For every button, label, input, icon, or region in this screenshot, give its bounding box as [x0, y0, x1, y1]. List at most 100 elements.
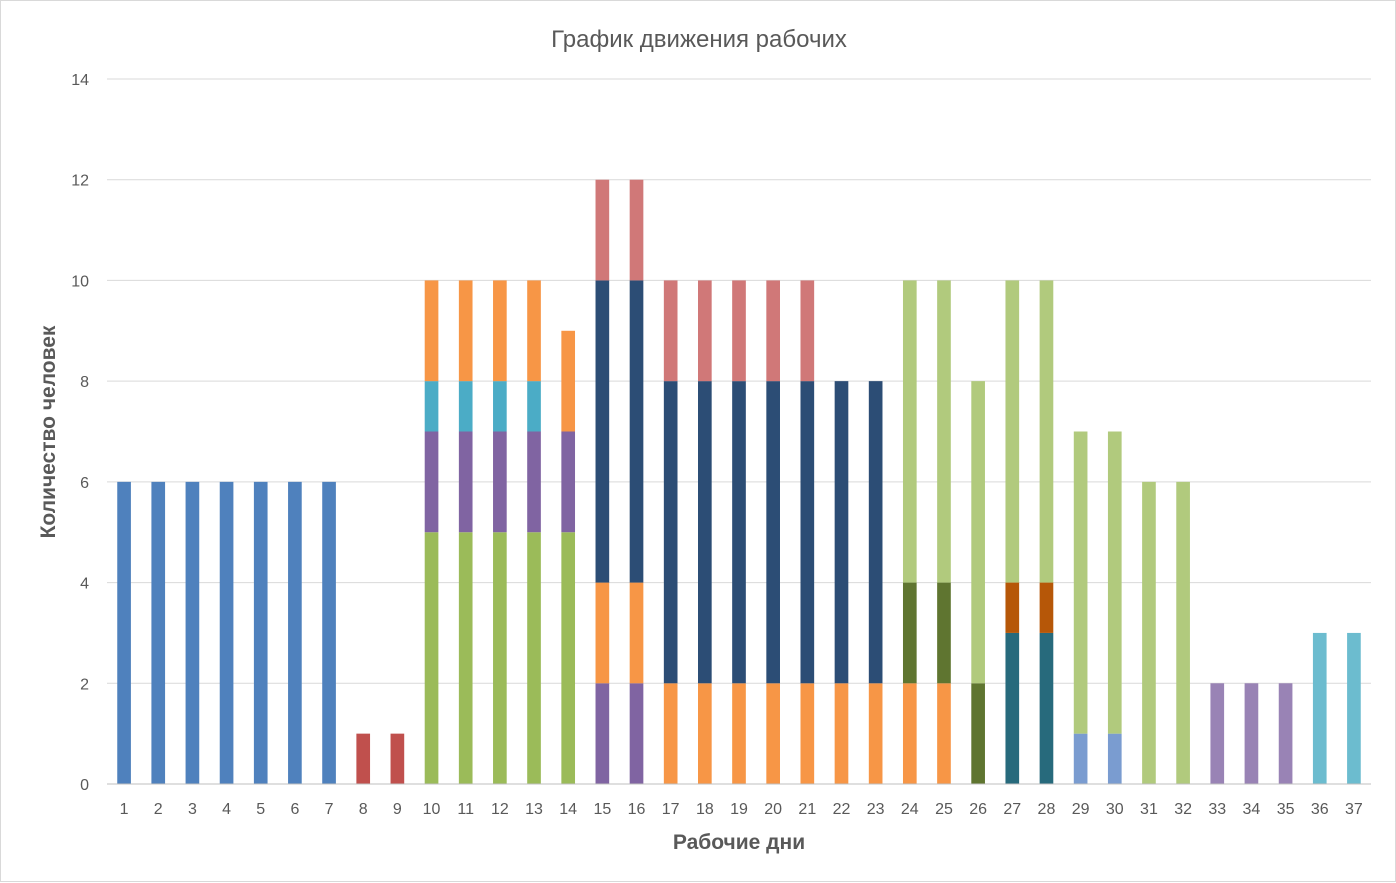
bar-day-18-segment-3	[698, 280, 712, 382]
x-tick-label: 14	[559, 801, 577, 818]
bar-day-30-segment-2	[1107, 431, 1122, 734]
bar-day-24-segment-1	[902, 683, 917, 784]
y-tick-label: 12	[71, 173, 89, 190]
bar-day-11-segment-4	[458, 280, 473, 382]
bar-day-1-segment-1	[117, 481, 131, 784]
bar-day-24-segment-2	[902, 582, 917, 684]
bar-day-25-segment-2	[937, 582, 951, 684]
bar-day-12-segment-1	[493, 532, 507, 784]
x-tick-label: 13	[525, 801, 543, 818]
bar-day-22-segment-1	[834, 683, 849, 784]
bar-day-5-segment-1	[253, 481, 268, 784]
bar-day-16-segment-2	[629, 582, 644, 684]
x-tick-label: 4	[222, 801, 231, 818]
bar-day-10-segment-3	[424, 381, 439, 432]
bar-day-9-segment-1	[390, 733, 405, 784]
bar-day-17-segment-1	[663, 683, 678, 784]
bar-day-30-segment-1	[1107, 733, 1122, 784]
x-tick-label: 26	[969, 801, 987, 818]
x-axis-title: Рабочие дни	[673, 831, 805, 854]
bar-day-25-segment-1	[937, 683, 951, 784]
bar-day-14-segment-1	[561, 532, 576, 784]
bar-day-13-segment-3	[527, 381, 541, 432]
x-tick-label: 1	[120, 801, 129, 818]
y-tick-label: 2	[80, 676, 89, 693]
x-tick-label: 9	[393, 801, 402, 818]
bar-day-21-segment-3	[800, 280, 815, 382]
bar-day-10-segment-2	[424, 431, 439, 533]
bar-day-14-segment-3	[561, 330, 576, 432]
bar-day-13-segment-1	[527, 532, 541, 784]
bar-day-10-segment-1	[424, 532, 439, 784]
bar-day-14-segment-2	[561, 431, 576, 533]
bar-day-18-segment-1	[698, 683, 712, 784]
bar-day-31-segment-1	[1142, 481, 1156, 784]
x-tick-label: 15	[593, 801, 611, 818]
bar-day-16-segment-4	[629, 179, 644, 281]
bar-day-27-segment-1	[1005, 632, 1020, 784]
bar-day-19-segment-1	[732, 683, 746, 784]
bar-day-27-segment-2	[1005, 582, 1020, 633]
bar-day-15-segment-4	[595, 179, 610, 281]
bar-day-29-segment-2	[1073, 431, 1088, 734]
bar-day-20-segment-2	[766, 381, 780, 684]
y-tick-label: 4	[80, 576, 89, 593]
x-tick-label: 11	[457, 801, 474, 818]
x-tick-label: 16	[628, 801, 646, 818]
bar-day-12-segment-3	[493, 381, 507, 432]
bar-day-17-segment-2	[663, 381, 678, 684]
x-tick-label: 17	[662, 801, 680, 818]
x-tick-label: 12	[491, 801, 509, 818]
x-tick-label: 8	[359, 801, 368, 818]
x-tick-label: 30	[1106, 801, 1124, 818]
x-tick-label: 3	[188, 801, 197, 818]
bar-day-32-segment-1	[1176, 481, 1190, 784]
bar-day-35-segment-1	[1278, 683, 1293, 784]
bar-day-11-segment-3	[458, 381, 473, 432]
bar-day-20-segment-3	[766, 280, 780, 382]
bar-day-11-segment-1	[458, 532, 473, 784]
y-tick-label: 8	[80, 374, 89, 391]
bar-day-20-segment-1	[766, 683, 780, 784]
bar-day-34-segment-1	[1244, 683, 1259, 784]
bar-day-23-segment-2	[868, 381, 883, 684]
x-tick-label: 5	[256, 801, 265, 818]
bar-day-21-segment-2	[800, 381, 815, 684]
bar-day-33-segment-1	[1210, 683, 1225, 784]
chart-title: График движения рабочих	[551, 26, 847, 53]
x-tick-label: 22	[833, 801, 851, 818]
x-tick-label: 32	[1174, 801, 1192, 818]
bar-day-22-segment-2	[834, 381, 849, 684]
x-tick-label: 6	[290, 801, 299, 818]
bar-day-17-segment-3	[663, 280, 678, 382]
x-tick-label: 21	[798, 801, 816, 818]
bar-day-10-segment-4	[424, 280, 439, 382]
x-tick-label: 28	[1038, 801, 1056, 818]
bar-day-26-segment-2	[971, 381, 985, 684]
bar-day-15-segment-3	[595, 280, 610, 583]
bar-day-28-segment-2	[1039, 582, 1054, 633]
bar-day-21-segment-1	[800, 683, 815, 784]
bar-day-27-segment-3	[1005, 280, 1020, 583]
bar-day-18-segment-2	[698, 381, 712, 684]
bar-day-11-segment-2	[458, 431, 473, 533]
bar-day-3-segment-1	[185, 481, 200, 784]
bar-day-28-segment-1	[1039, 632, 1054, 784]
x-tick-label: 20	[764, 801, 782, 818]
bar-day-13-segment-4	[527, 280, 541, 382]
y-tick-label: 10	[71, 273, 89, 290]
bar-day-28-segment-3	[1039, 280, 1054, 583]
y-tick-label: 6	[80, 475, 89, 492]
bar-day-4-segment-1	[219, 481, 234, 784]
y-tick-label: 14	[71, 72, 89, 89]
bar-day-15-segment-1	[595, 683, 610, 784]
x-tick-label: 24	[901, 801, 919, 818]
x-tick-label: 31	[1140, 801, 1158, 818]
x-tick-label: 34	[1243, 801, 1261, 818]
bar-day-29-segment-1	[1073, 733, 1088, 784]
bars	[117, 179, 1361, 784]
x-tick-label: 36	[1311, 801, 1329, 818]
bar-day-13-segment-2	[527, 431, 541, 533]
